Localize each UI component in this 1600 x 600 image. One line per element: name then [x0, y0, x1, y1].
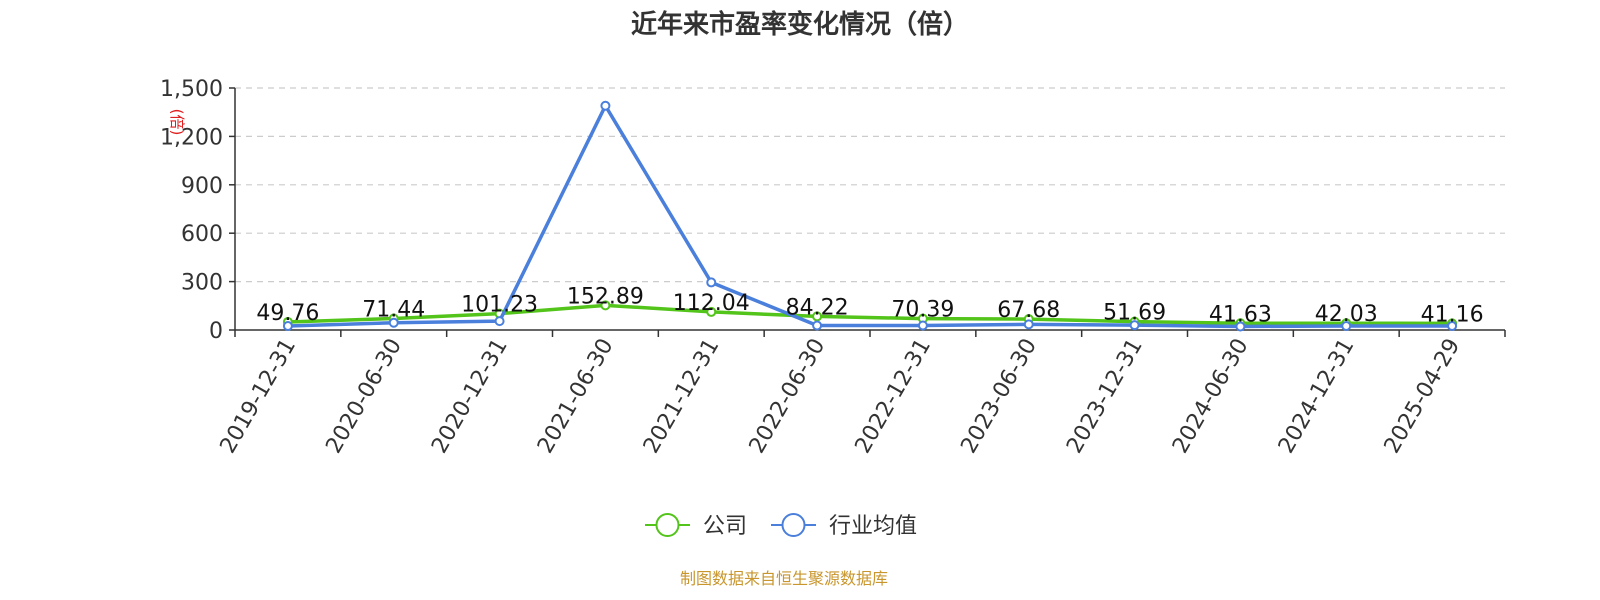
series-industry-avg-point	[1235, 321, 1246, 332]
y-tick-label: 300	[181, 271, 223, 296]
x-tick-label: 2021-06-30	[533, 335, 619, 458]
grid-lines	[235, 87, 1505, 283]
data-label: 41.16	[1421, 302, 1484, 327]
data-label: 49.76	[256, 301, 319, 326]
legend-label[interactable]: 公司	[703, 514, 747, 539]
x-tick-label: 2022-12-31	[851, 335, 937, 458]
x-tick-label: 2025-04-29	[1380, 335, 1466, 458]
y-tick-label: 0	[209, 319, 223, 344]
legend-label[interactable]: 行业均值	[829, 514, 917, 539]
series-industry-avg-point	[282, 320, 293, 331]
data-label: 67.68	[997, 298, 1060, 323]
x-tick-label: 2021-12-31	[639, 335, 725, 458]
data-label: 70.39	[891, 298, 954, 323]
data-source-note: 制图数据来自恒生聚源数据库	[680, 569, 888, 588]
series-industry-avg-line	[287, 103, 1453, 329]
x-tick-label: 2024-06-30	[1168, 335, 1254, 458]
series-layer	[282, 100, 1458, 332]
data-label: 71.44	[362, 297, 425, 322]
y-tick-label: 900	[181, 174, 223, 199]
series-industry-avg-point	[1129, 320, 1140, 331]
series-industry-avg-point	[494, 316, 505, 327]
data-label: 51.69	[1103, 301, 1166, 326]
legend-marker[interactable]	[655, 513, 680, 537]
x-tick-label: 2019-12-31	[216, 335, 302, 458]
x-tick-label: 2024-12-31	[1274, 335, 1360, 458]
y-tick-label: 1,200	[160, 125, 223, 150]
data-label: 41.63	[1209, 302, 1272, 327]
series-company-point	[706, 306, 717, 317]
series-company-point	[600, 300, 611, 311]
series-industry-avg-point	[812, 320, 823, 331]
y-axis: 0 300 600 900 1,200 1,500	[160, 77, 236, 344]
data-label: 42.03	[1315, 302, 1378, 327]
series-industry-avg-point	[706, 277, 717, 288]
series-industry-avg-point	[388, 317, 399, 328]
x-tick-label: 2023-06-30	[956, 335, 1042, 458]
data-label: 84.22	[786, 295, 849, 320]
y-tick-label: 600	[181, 222, 223, 247]
series-industry-avg-point	[1341, 320, 1352, 331]
series-industry-avg-point	[1023, 319, 1034, 330]
x-tick-label: 2023-12-31	[1062, 335, 1148, 458]
data-label: 101.23	[461, 293, 538, 318]
y-axis-unit-label: (倍)	[168, 109, 186, 136]
series-industry-avg-point	[917, 320, 928, 331]
data-labels: 49.76 71.44 101.23 152.89 112.04 84.22 70.39 67…	[256, 284, 1483, 327]
x-tick-label: 2020-06-30	[321, 335, 407, 458]
x-tick-label: 2020-12-31	[427, 335, 513, 458]
data-label: 152.89	[567, 284, 644, 309]
series-industry-avg-point	[1447, 320, 1458, 331]
legend[interactable]: 公司 行业均值	[645, 513, 917, 539]
x-axis: 2019-12-31 2020-06-30 2020-12-31 2021-06-30…	[216, 329, 1506, 458]
x-tick-label: 2022-06-30	[745, 335, 831, 458]
y-tick-label: 1,500	[160, 77, 223, 102]
series-industry-avg-point	[600, 100, 611, 111]
chart-title: 近年来市盈率变化情况（倍）	[631, 9, 969, 40]
series-company-line	[287, 303, 1453, 326]
series-company-point	[812, 311, 823, 322]
data-label: 112.04	[673, 291, 750, 316]
legend-marker[interactable]	[781, 513, 806, 537]
